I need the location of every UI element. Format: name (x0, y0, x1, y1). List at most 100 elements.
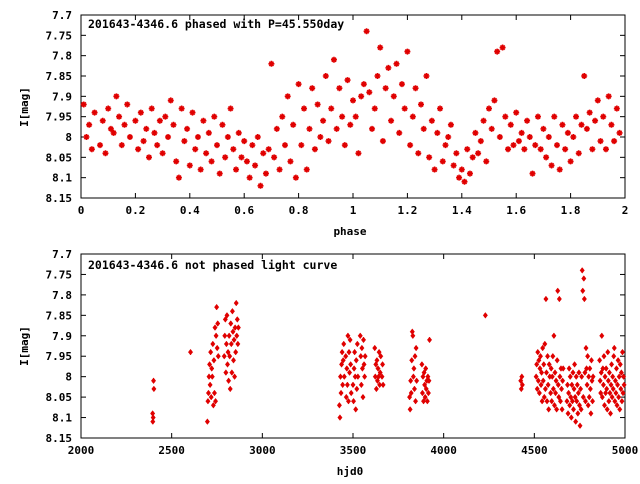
data-point (576, 402, 583, 409)
data-point (507, 121, 514, 128)
data-point (480, 117, 487, 124)
x-tick-label: 1.6 (506, 204, 526, 217)
data-point (97, 142, 104, 149)
x-tick-label: 2500 (158, 444, 185, 457)
unphased-axis-ticks: 2000 2500 3000 3500 4000 4500 5000 7.7 7.75 7.8 7.… (46, 248, 639, 457)
data-point (590, 397, 596, 405)
data-point (554, 142, 560, 149)
data-point (442, 142, 449, 149)
data-point (540, 377, 546, 385)
data-point (143, 125, 150, 132)
data-point (132, 117, 139, 124)
data-point (226, 377, 232, 385)
data-point (620, 389, 626, 397)
data-point (205, 389, 211, 397)
data-point (587, 365, 593, 372)
unphased-panel: 2000 2500 3000 3500 4000 4500 5000 7.7 7.75 7.8 7.… (18, 248, 638, 478)
data-point (427, 336, 433, 344)
data-point (252, 162, 259, 169)
data-point (551, 402, 557, 409)
data-point (203, 150, 210, 157)
data-point (336, 402, 342, 409)
data-point (86, 121, 93, 128)
data-point (385, 64, 392, 71)
data-point (617, 361, 623, 368)
data-point (290, 121, 297, 128)
data-point (428, 117, 435, 124)
data-point (340, 381, 346, 389)
x-tick-label: 3000 (249, 444, 276, 457)
data-point (564, 129, 571, 136)
data-point (110, 129, 117, 136)
data-point (592, 117, 599, 124)
data-point (602, 373, 608, 380)
data-point (219, 121, 226, 128)
data-point (570, 134, 577, 140)
data-point (233, 348, 239, 356)
data-point (553, 377, 559, 385)
unphased-x-axis-label: hjd0 (337, 465, 364, 478)
data-point (574, 381, 580, 389)
data-point (604, 385, 610, 393)
data-point (206, 373, 212, 380)
data-point (372, 344, 378, 352)
data-point (422, 381, 428, 389)
data-point (606, 369, 612, 376)
data-point (575, 410, 581, 417)
data-point (539, 397, 545, 405)
data-point (585, 352, 591, 360)
data-point (246, 174, 253, 181)
x-tick-label: 0.8 (289, 204, 309, 217)
data-point (362, 352, 368, 360)
data-point (548, 389, 554, 397)
data-point (409, 357, 415, 364)
data-point (184, 125, 191, 132)
data-point (232, 324, 238, 331)
data-point (545, 134, 552, 140)
data-point (249, 142, 256, 149)
data-point (551, 332, 557, 340)
data-point (207, 381, 213, 389)
data-point (358, 381, 364, 389)
data-point (615, 357, 621, 364)
data-point (404, 48, 411, 55)
data-point (567, 402, 573, 409)
data-point (137, 109, 144, 116)
data-point (505, 146, 512, 153)
data-point (421, 397, 427, 405)
data-point (562, 146, 569, 153)
data-point (333, 125, 340, 132)
data-point (605, 93, 612, 100)
data-point (292, 174, 299, 181)
data-point (574, 397, 580, 405)
phased-chart-title: 201643-4346.6 phased with P=45.550day (88, 17, 344, 31)
data-point (205, 129, 212, 136)
data-point (374, 357, 380, 364)
data-point (550, 352, 556, 360)
data-point (549, 397, 555, 405)
data-point (347, 369, 353, 376)
data-point (241, 138, 248, 145)
y-tick-label: 7.95 (46, 350, 73, 363)
data-point (572, 393, 578, 401)
data-point (609, 361, 615, 368)
data-point (584, 381, 590, 389)
data-point (91, 109, 98, 116)
data-point (388, 117, 395, 124)
data-point (223, 369, 229, 376)
data-point (421, 369, 427, 376)
data-point (482, 312, 488, 319)
data-point (358, 352, 364, 360)
data-point (235, 340, 241, 348)
y-tick-label: 8.15 (46, 432, 73, 445)
data-point (345, 332, 351, 340)
data-point (407, 142, 414, 149)
data-point (230, 146, 237, 153)
phased-data-points (80, 28, 623, 189)
data-point (282, 142, 288, 149)
data-point (228, 340, 234, 348)
data-point (458, 166, 465, 173)
data-point (205, 397, 211, 405)
data-point (279, 113, 286, 120)
data-point (284, 93, 291, 100)
